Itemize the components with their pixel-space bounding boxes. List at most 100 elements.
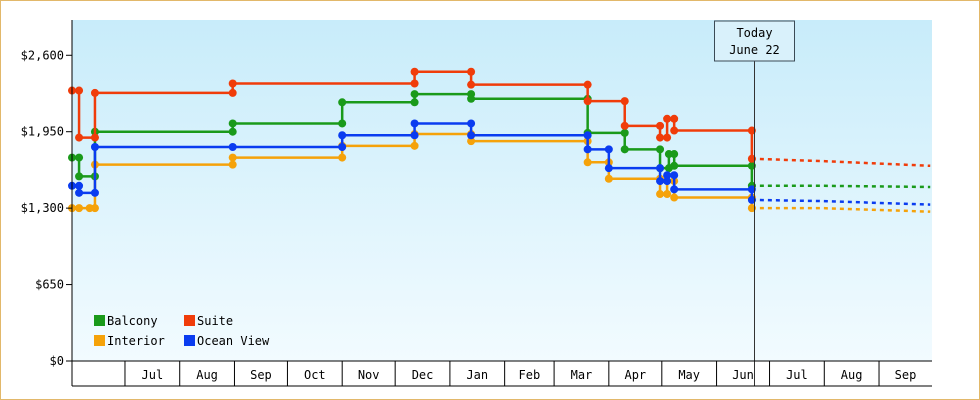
axes: $0 $650 $1,300 $1,950 $2,600 Jul Aug Sep Oct Nov D…: [21, 20, 932, 387]
x-tick-label: Sep: [895, 368, 917, 382]
legend-label: Ocean View: [197, 334, 270, 348]
y-tick-label: $1,950: [21, 125, 64, 139]
data-point: [75, 86, 84, 95]
plot-background: [72, 20, 932, 361]
x-tick-label: Aug: [841, 368, 863, 382]
data-point: [663, 133, 672, 142]
data-point: [670, 193, 679, 202]
data-point: [663, 177, 672, 186]
x-tick-label: Apr: [624, 368, 646, 382]
data-point: [747, 185, 756, 194]
data-point: [656, 145, 665, 154]
data-point: [656, 190, 665, 199]
data-point: [90, 88, 99, 97]
data-point: [75, 133, 84, 142]
x-tick-label: Nov: [358, 368, 380, 382]
data-point: [670, 171, 679, 180]
x-tick-label: Aug: [196, 368, 218, 382]
data-point: [228, 153, 237, 162]
data-point: [663, 171, 672, 180]
legend-label: Balcony: [107, 314, 158, 328]
data-point: [656, 164, 665, 173]
data-point: [663, 114, 672, 123]
data-point: [90, 188, 99, 197]
data-point: [656, 177, 665, 186]
legend-item: Balcony: [94, 314, 158, 328]
data-point: [656, 121, 665, 130]
data-point: [338, 142, 347, 151]
data-point: [338, 153, 347, 162]
y-tick-label: $650: [35, 278, 64, 292]
y-tick-label: $2,600: [21, 48, 64, 62]
legend-label: Suite: [197, 314, 233, 328]
data-point: [670, 126, 679, 135]
x-tick-label: May: [678, 368, 700, 382]
data-point: [75, 153, 84, 162]
data-point: [620, 145, 629, 154]
data-point: [583, 145, 592, 154]
series-suite: [68, 67, 931, 168]
legend: Balcony Suite Interior Ocean View: [94, 314, 270, 348]
legend-label: Interior: [107, 334, 165, 348]
x-tick-label: Dec: [412, 368, 434, 382]
data-point: [620, 128, 629, 137]
data-point: [604, 174, 613, 183]
data-point: [90, 142, 99, 151]
x-tick-label: Jan: [466, 368, 488, 382]
data-point: [228, 119, 237, 128]
data-point: [410, 141, 419, 150]
data-point: [228, 79, 237, 88]
data-point: [467, 131, 476, 140]
x-tick-label: Jul: [142, 368, 164, 382]
data-point: [410, 79, 419, 88]
data-point: [75, 181, 84, 190]
data-point: [467, 67, 476, 76]
data-point: [670, 114, 679, 123]
data-point: [467, 119, 476, 128]
data-point: [583, 131, 592, 140]
x-tick-label: Jun: [732, 368, 754, 382]
legend-item: Interior: [94, 334, 165, 348]
data-point: [228, 160, 237, 169]
data-point: [410, 119, 419, 128]
x-tick-label: Oct: [304, 368, 326, 382]
data-point: [670, 185, 679, 194]
data-point: [75, 172, 84, 181]
x-tick-label: Mar: [571, 368, 593, 382]
data-point: [410, 90, 419, 99]
data-point: [620, 121, 629, 130]
data-point: [410, 67, 419, 76]
data-point: [583, 158, 592, 167]
data-point: [467, 80, 476, 89]
x-tick-label: Jul: [786, 368, 808, 382]
legend-item: Ocean View: [184, 334, 270, 348]
data-point: [410, 131, 419, 140]
data-point: [410, 98, 419, 107]
data-point: [670, 150, 679, 159]
data-point: [338, 119, 347, 128]
legend-swatch: [184, 335, 195, 346]
data-point: [656, 133, 665, 142]
data-point: [670, 161, 679, 170]
data-point: [75, 204, 84, 213]
legend-swatch: [184, 315, 195, 326]
legend-item: Suite: [184, 314, 233, 328]
data-point: [467, 137, 476, 146]
x-tick-label: Sep: [250, 368, 272, 382]
x-tick-label: Feb: [519, 368, 541, 382]
data-point: [747, 161, 756, 170]
data-point: [228, 88, 237, 97]
data-point: [338, 98, 347, 107]
series-ocean-view: [68, 119, 931, 206]
data-point: [583, 97, 592, 106]
data-point: [90, 133, 99, 142]
today-label: Today: [736, 26, 772, 40]
data-point: [338, 131, 347, 140]
data-point: [620, 97, 629, 106]
today-date: June 22: [729, 43, 780, 57]
legend-swatch: [94, 335, 105, 346]
series-layer: [68, 67, 931, 213]
data-point: [90, 204, 99, 213]
